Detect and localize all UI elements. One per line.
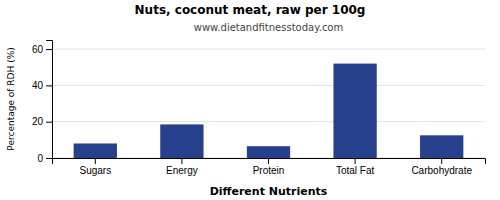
tick-label: Energy (166, 165, 198, 176)
x-tick: Protein (253, 158, 285, 176)
y-axis: 0 20 40 60 (32, 41, 53, 164)
bar (333, 64, 376, 158)
tick-label: 0 (37, 153, 43, 164)
tick-mark (441, 158, 442, 164)
y-tick: 40 (32, 80, 52, 91)
x-tick: Carbohydrate (411, 158, 472, 176)
subtitle: www.dietandfitnesstoday.com (194, 22, 343, 33)
tick-label: Sugars (79, 165, 111, 176)
tick-label: 60 (32, 44, 44, 55)
bars (74, 64, 464, 158)
tick-label: 20 (32, 116, 44, 127)
tick-mark (46, 49, 52, 50)
tick-mark (46, 85, 52, 86)
bar (74, 143, 117, 158)
tick-mark (268, 158, 269, 164)
grid-line (52, 49, 485, 50)
grid-line (52, 121, 485, 122)
x-tick: Sugars (79, 158, 111, 176)
tick-label: Carbohydrate (411, 165, 472, 176)
y-tick: 60 (32, 44, 52, 55)
axis-line (46, 41, 53, 159)
tick-label: Total Fat (336, 165, 375, 176)
tick-mark (46, 158, 52, 159)
bar (420, 135, 463, 158)
tick-mark (355, 158, 356, 164)
grid (52, 49, 485, 158)
tick-label: Protein (253, 165, 285, 176)
bar (160, 124, 203, 158)
y-tick: 20 (32, 116, 52, 127)
tick-mark (46, 122, 52, 123)
plot: Sugars Energy Protein Total Fat Carbohydrate… (32, 41, 486, 177)
x-axis-title: Different Nutrients (210, 185, 328, 198)
title: Nuts, coconut meat, raw per 100g (135, 3, 366, 17)
tick-label: 40 (32, 80, 44, 91)
grid-line (52, 85, 485, 86)
tick-mark (181, 158, 182, 164)
axis-line (53, 159, 486, 165)
chart: Nuts, coconut meat, raw per 100g www.diet… (0, 0, 500, 200)
x-axis: Sugars Energy Protein Total Fat Carbohydrate (53, 158, 486, 176)
x-tick: Total Fat (336, 158, 375, 176)
bar (247, 146, 290, 158)
y-axis-title: Percentage of RDH (%) (6, 47, 16, 150)
x-tick: Energy (166, 158, 198, 176)
y-tick: 0 (37, 153, 52, 164)
tick-mark (95, 158, 96, 164)
